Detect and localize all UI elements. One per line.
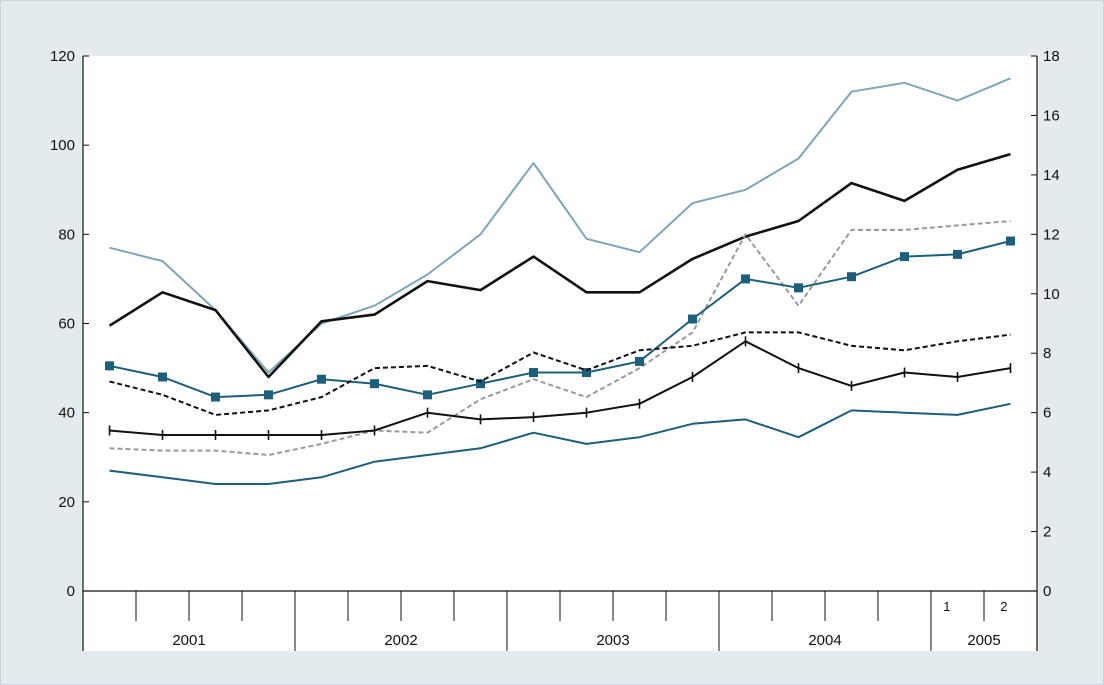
series-point-square [423,390,432,400]
right-tick-label: 16 [1043,107,1060,124]
right-tick-label: 12 [1043,226,1060,243]
left-tick-label: 120 [50,48,75,65]
series-point-square [582,368,591,378]
year-label: 2004 [808,632,841,649]
series-line-light-blue-solid [109,77,1011,374]
plot-area [83,56,1037,651]
series-point-square [105,361,114,371]
year-label: 2003 [596,632,629,649]
series-line-black-dashed [109,331,1011,416]
right-tick-label: 14 [1043,167,1060,184]
series-line-teal-solid [109,402,1011,485]
left-tick-label: 40 [58,405,75,422]
left-tick-label: 80 [58,226,75,243]
right-tick-label: 4 [1043,464,1051,481]
series-point-square [1006,236,1015,246]
year-label: 2001 [172,632,205,649]
right-tick-label: 18 [1043,48,1060,65]
series-point-square [317,374,326,384]
left-tick-label: 0 [67,583,75,600]
series-layer [105,77,1015,485]
series-point-square [847,272,856,282]
series-line-teal-square-markers [109,240,1011,399]
series-line-black-tick-markers [109,340,1011,436]
series-point-square [370,379,379,389]
left-tick-label: 20 [58,494,75,511]
series-point-square [953,249,962,259]
series-point-square [741,274,750,284]
series-point-square [635,356,644,366]
series-point-square [264,390,273,400]
left-tick-label: 100 [50,137,75,154]
series-point-square [688,314,697,324]
month-label: 1 [943,599,950,614]
year-label: 2005 [967,632,1000,649]
series-point-square [158,372,167,382]
series-line-grey-dashed [109,220,1011,456]
series-point-square [211,392,220,402]
left-tick-label: 60 [58,316,75,333]
right-tick-label: 0 [1043,583,1051,600]
series-point-square [794,283,803,293]
right-tick-label: 10 [1043,286,1060,303]
year-label: 2002 [384,632,417,649]
month-label: 2 [1000,599,1007,614]
series-line-black-solid [108,152,1011,379]
right-tick-label: 6 [1043,405,1051,422]
series-point-square [900,252,909,262]
right-tick-label: 8 [1043,345,1051,362]
series-point-square [529,368,538,378]
series-point-square [476,379,485,389]
right-tick-label: 2 [1043,524,1051,541]
